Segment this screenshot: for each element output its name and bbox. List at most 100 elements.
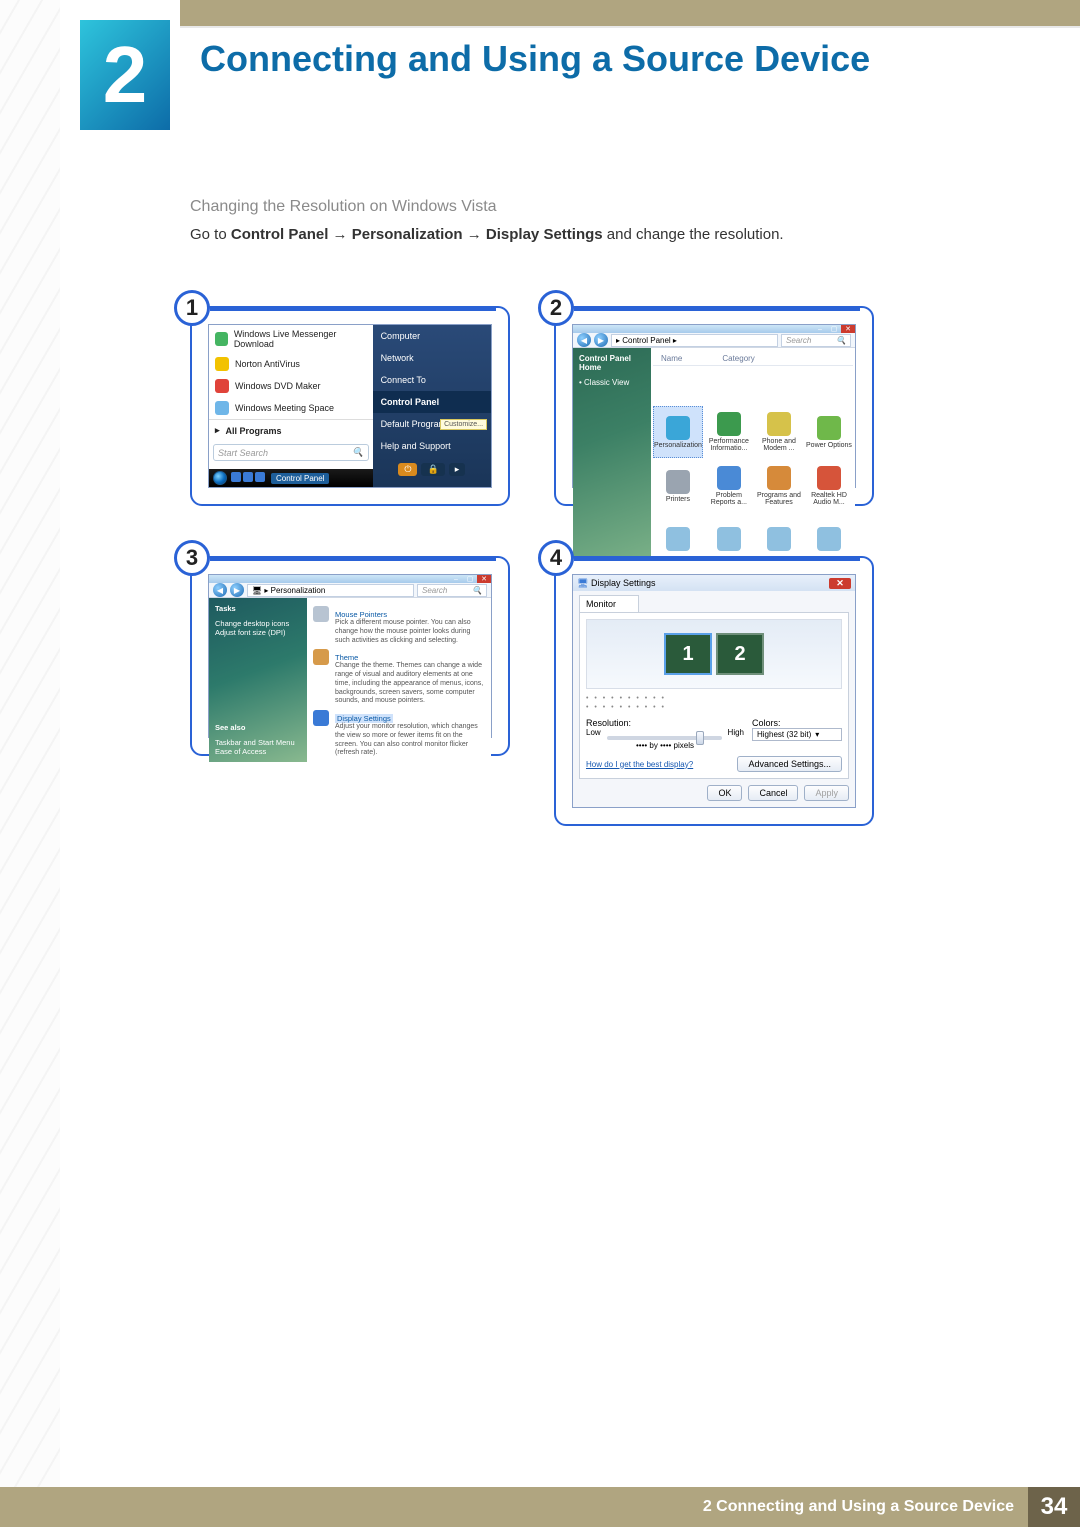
quicklaunch-icon[interactable] bbox=[255, 472, 265, 482]
advanced-settings-button[interactable]: Advanced Settings... bbox=[737, 756, 842, 772]
step-1-connector bbox=[210, 308, 496, 311]
address-bar: ◀ ▶ ▸ Control Panel ▸ Search 🔍 bbox=[573, 333, 855, 348]
section-title: Mouse Pointers bbox=[335, 610, 485, 619]
section-icon bbox=[313, 649, 329, 665]
personalization-main: Mouse Pointers Pick a different mouse po… bbox=[307, 598, 491, 762]
breadcrumb[interactable]: ▸ Control Panel ▸ bbox=[611, 334, 778, 347]
see-also-item[interactable]: Ease of Access bbox=[215, 747, 301, 756]
page-top-divider bbox=[180, 26, 1080, 28]
start-menu-right-item[interactable]: Default ProgramsCustomize... bbox=[373, 413, 491, 435]
start-menu-item[interactable]: Windows DVD Maker bbox=[209, 375, 373, 397]
start-menu-right-item[interactable]: Computer bbox=[373, 325, 491, 347]
nav-back-icon[interactable]: ◀ bbox=[577, 333, 591, 347]
control-panel-item[interactable]: Phone and Modem ... bbox=[755, 406, 803, 458]
breadcrumb[interactable]: 🖥 ▸ Personalization bbox=[247, 584, 414, 597]
checkbox-row-2: • • • • • • • • • • bbox=[586, 704, 842, 712]
control-panel-item[interactable]: Personalization bbox=[653, 406, 703, 458]
arrow-2: → bbox=[467, 226, 486, 243]
cp-icon bbox=[817, 416, 841, 440]
quicklaunch-icon[interactable] bbox=[243, 472, 253, 482]
start-menu-right-item[interactable]: Help and Support bbox=[373, 435, 491, 457]
slider-high: High bbox=[728, 728, 744, 737]
start-menu-right-item[interactable]: Connect To bbox=[373, 369, 491, 391]
maximize-icon[interactable]: ▢ bbox=[463, 575, 477, 583]
instruction-b3: Display Settings bbox=[486, 226, 603, 243]
monitor-2[interactable]: 2 bbox=[716, 633, 764, 675]
page-left-texture bbox=[0, 0, 60, 1527]
maximize-icon[interactable]: ▢ bbox=[827, 325, 841, 333]
personalization-section[interactable]: Mouse Pointers Pick a different mouse po… bbox=[313, 606, 485, 645]
power-icon[interactable]: ⏻ bbox=[398, 463, 417, 476]
sidebar-task[interactable]: Change desktop icons bbox=[215, 619, 301, 628]
cp-item-label: Performance Informatio... bbox=[705, 438, 753, 452]
control-panel-item[interactable]: Programs and Features bbox=[755, 460, 803, 512]
cancel-button[interactable]: Cancel bbox=[748, 785, 798, 801]
start-menu-item[interactable]: Windows Live Messenger Download bbox=[209, 325, 373, 353]
start-menu-item[interactable]: Norton AntiVirus bbox=[209, 353, 373, 375]
dialog-title: Display Settings bbox=[591, 578, 656, 588]
step-3-badge: 3 bbox=[174, 540, 210, 576]
step-2-frame: 2 – ▢ ✕ ◀ ▶ ▸ Control Panel ▸ Search 🔍 C… bbox=[554, 306, 874, 506]
see-also-item[interactable]: Taskbar and Start Menu bbox=[215, 738, 301, 747]
checkbox-row-1: • • • • • • • • • • bbox=[586, 695, 842, 703]
nav-back-icon[interactable]: ◀ bbox=[213, 583, 227, 597]
search-placeholder: Search bbox=[422, 586, 447, 595]
section-desc: Adjust your monitor resolution, which ch… bbox=[335, 723, 485, 758]
step-3-frame: 3 – ▢ ✕ ◀ ▶ 🖥 ▸ Personalization Search 🔍… bbox=[190, 556, 510, 756]
section-desc: Change the theme. Themes can change a wi… bbox=[335, 662, 485, 706]
minimize-icon[interactable]: – bbox=[449, 576, 463, 583]
close-icon[interactable]: ✕ bbox=[829, 578, 851, 589]
tasks-header: Tasks bbox=[215, 604, 301, 613]
chevron-right-icon[interactable]: ▸ bbox=[449, 463, 466, 476]
search-input[interactable]: Search 🔍 bbox=[417, 584, 487, 597]
ok-button[interactable]: OK bbox=[707, 785, 742, 801]
section-icon bbox=[313, 606, 329, 622]
colors-select[interactable]: Highest (32 bit) ▾ bbox=[752, 728, 842, 741]
cp-item-label: Problem Reports a... bbox=[705, 492, 753, 506]
sidebar-item[interactable]: Control Panel Home bbox=[579, 354, 645, 372]
search-icon: 🔍 bbox=[472, 586, 482, 595]
step-2-badge: 2 bbox=[538, 290, 574, 326]
personalization-section[interactable]: Theme Change the theme. Themes can chang… bbox=[313, 649, 485, 706]
close-icon[interactable]: ✕ bbox=[477, 575, 491, 583]
dialog-panel: 1 2 • • • • • • • • • • • • • • • • • • … bbox=[579, 612, 849, 779]
start-menu-right-item[interactable]: Network bbox=[373, 347, 491, 369]
step-4-connector bbox=[574, 558, 860, 561]
personalization-section[interactable]: Display Settings Adjust your monitor res… bbox=[313, 710, 485, 758]
start-menu-right-item[interactable]: Control Panel bbox=[373, 391, 491, 413]
sidebar-task[interactable]: Adjust font size (DPI) bbox=[215, 628, 301, 637]
start-menu-item[interactable]: Windows Meeting Space bbox=[209, 397, 373, 419]
slider-thumb-icon[interactable] bbox=[696, 731, 704, 745]
control-panel-item[interactable]: Realtek HD Audio M... bbox=[805, 460, 853, 512]
sidebar-item[interactable]: • Classic View bbox=[579, 378, 645, 387]
resolution-slider[interactable] bbox=[607, 736, 722, 740]
start-orb-icon[interactable] bbox=[213, 471, 227, 485]
monitor-1[interactable]: 1 bbox=[664, 633, 712, 675]
quicklaunch-icon[interactable] bbox=[231, 472, 241, 482]
apply-button[interactable]: Apply bbox=[804, 785, 849, 801]
cp-item-label: Realtek HD Audio M... bbox=[805, 492, 853, 506]
close-icon[interactable]: ✕ bbox=[841, 325, 855, 333]
cp-item-label: Personalization bbox=[654, 442, 702, 449]
search-icon: 🔍 bbox=[836, 336, 846, 345]
control-panel-item[interactable]: Problem Reports a... bbox=[705, 460, 753, 512]
tab-monitor[interactable]: Monitor bbox=[579, 595, 639, 612]
minimize-icon[interactable]: – bbox=[813, 326, 827, 333]
control-panel-item[interactable]: Power Options bbox=[805, 406, 853, 458]
slider-low: Low bbox=[586, 728, 601, 737]
nav-fwd-icon[interactable]: ▶ bbox=[594, 333, 608, 347]
start-search-input[interactable]: Start Search 🔍 bbox=[213, 444, 369, 461]
personalization-body: Tasks Change desktop iconsAdjust font si… bbox=[209, 598, 491, 762]
control-panel-item[interactable]: Printers bbox=[653, 460, 703, 512]
instruction-pre: Go to bbox=[190, 226, 231, 243]
search-icon: 🔍 bbox=[352, 447, 363, 458]
all-programs[interactable]: ▸ All Programs bbox=[209, 419, 373, 441]
arrow-1: → bbox=[333, 226, 352, 243]
cp-item-label: Printers bbox=[666, 496, 690, 503]
nav-fwd-icon[interactable]: ▶ bbox=[230, 583, 244, 597]
taskbar-button[interactable]: Control Panel bbox=[271, 473, 329, 484]
help-link[interactable]: How do I get the best display? bbox=[586, 760, 693, 769]
control-panel-item[interactable]: Performance Informatio... bbox=[705, 406, 753, 458]
search-input[interactable]: Search 🔍 bbox=[781, 334, 851, 347]
lock-icon[interactable]: 🔒 bbox=[421, 463, 444, 476]
